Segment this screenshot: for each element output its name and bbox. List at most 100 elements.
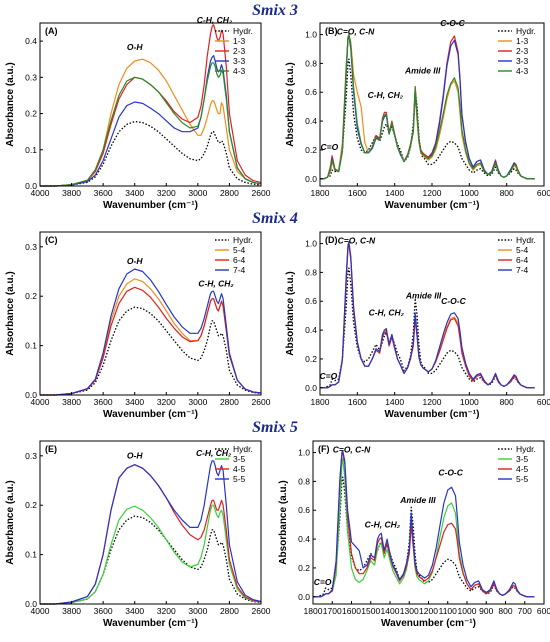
y-tick-label: 0.8 xyxy=(298,476,310,486)
x-tick-label: 3200 xyxy=(157,606,176,616)
x-tick-label: 2800 xyxy=(220,397,239,407)
series-line-hydr-0 xyxy=(40,306,262,396)
x-axis-label: Wavenumber (cm⁻¹) xyxy=(103,200,198,211)
x-tick-label: 4000 xyxy=(31,397,50,407)
series-line-23-2 xyxy=(40,24,262,187)
x-tick-label: 3600 xyxy=(94,397,113,407)
legend-label: 3-5 xyxy=(516,454,529,464)
plot-frame xyxy=(319,22,545,187)
y-tick-label: 0.3 xyxy=(25,72,37,82)
legend-label: 7-4 xyxy=(233,265,246,275)
panel-label: (E) xyxy=(45,444,57,454)
x-tick-label: 1600 xyxy=(348,397,367,407)
y-tick-label: 0.2 xyxy=(298,563,310,573)
panel-d: 1800 1600 1400 1200 1000 800 600 0.0 0.2 0.4 0.6 0.… xyxy=(285,231,550,420)
y-tick-label: 0.1 xyxy=(25,341,37,351)
x-tick-label: 3400 xyxy=(125,188,144,198)
y-tick-label: 0.2 xyxy=(25,109,37,119)
x-tick-label: 3000 xyxy=(188,188,207,198)
peak-annotation: C-O-C xyxy=(438,468,463,478)
series-line-74-3 xyxy=(40,268,262,396)
peak-annotation: Amide III xyxy=(399,495,436,505)
y-tick-label: 0.3 xyxy=(25,451,37,461)
legend-label: 1-3 xyxy=(233,36,246,46)
x-tick-label: 800 xyxy=(498,606,512,616)
x-axis-label: Wavenumber (cm⁻¹) xyxy=(103,409,198,420)
peak-annotation: C-O-C xyxy=(441,296,466,306)
panel-label: (D) xyxy=(325,235,338,245)
legend-label: 5-4 xyxy=(233,245,246,255)
plot-frame xyxy=(39,22,262,187)
y-axis-label: Absorbance (a.u.) xyxy=(5,62,16,146)
group-title-smix4: Smix 4 xyxy=(252,210,298,227)
x-tick-label: 1700 xyxy=(323,606,342,616)
x-tick-label: 1600 xyxy=(348,188,367,198)
y-tick-label: 0.2 xyxy=(25,291,37,301)
series-line-hydr-0 xyxy=(320,267,535,389)
legend-label: Hydr. xyxy=(516,235,536,245)
peak-annotation: C-H, CH₂ xyxy=(196,448,232,458)
legend-label: Hydr. xyxy=(516,26,536,36)
y-tick-label: 0.4 xyxy=(25,36,37,46)
x-tick-label: 1200 xyxy=(419,606,438,616)
x-tick-label: 2800 xyxy=(220,188,239,198)
x-tick-label: 3200 xyxy=(157,188,176,198)
x-tick-label: 1400 xyxy=(385,397,404,407)
series-line-35-1 xyxy=(40,504,262,605)
peak-annotation: C=O xyxy=(314,577,332,587)
x-tick-label: 1200 xyxy=(423,188,442,198)
x-tick-label: 3000 xyxy=(188,397,207,407)
x-axis-label: Wavenumber (cm⁻¹) xyxy=(385,409,480,420)
legend-label: 1-3 xyxy=(516,36,529,46)
x-tick-label: 1200 xyxy=(423,397,442,407)
y-tick-label: 0.2 xyxy=(25,500,37,510)
y-axis-label: Absorbance (a.u.) xyxy=(285,62,296,146)
peak-annotation: O-H xyxy=(127,256,143,266)
series-line-hydr-0 xyxy=(40,515,262,605)
x-tick-label: 3800 xyxy=(62,606,81,616)
x-tick-label: 1100 xyxy=(439,606,458,616)
x-axis-label: Wavenumber (cm⁻¹) xyxy=(103,618,198,629)
series-line-54-1 xyxy=(320,242,535,389)
series-line-43-4 xyxy=(40,62,262,187)
panel-label: (F) xyxy=(318,444,330,454)
y-tick-label: 1.0 xyxy=(305,239,317,249)
y-tick-label: 0.6 xyxy=(298,505,310,515)
peak-annotation: C-H, CH₂ xyxy=(369,308,405,318)
x-tick-label: 600 xyxy=(537,606,550,616)
x-axis-label: Wavenumber (cm⁻¹) xyxy=(385,200,480,211)
legend-label: 4-5 xyxy=(233,464,246,474)
x-tick-label: 1800 xyxy=(311,188,330,198)
panel-label: (B) xyxy=(325,26,338,36)
y-tick-label: 0.1 xyxy=(25,550,37,560)
y-axis-label: Absorbance (a.u.) xyxy=(5,271,16,355)
legend-label: 6-4 xyxy=(233,255,246,265)
y-axis-label: Absorbance (a.u.) xyxy=(5,480,16,564)
x-tick-label: 3800 xyxy=(62,188,81,198)
x-axis-label: Wavenumber (cm⁻¹) xyxy=(381,618,476,629)
plot-frame xyxy=(39,440,262,605)
x-tick-label: 1800 xyxy=(304,606,323,616)
legend-label: Hydr. xyxy=(233,26,253,36)
x-tick-label: 600 xyxy=(537,397,550,407)
peak-annotation: O-H xyxy=(127,450,143,460)
panel-b: 1800 1600 1400 1200 1000 800 600 0.0 0.2 0.4 0.6 0.… xyxy=(285,18,550,211)
legend-label: Hydr. xyxy=(516,444,536,454)
legend-label: 3-3 xyxy=(233,56,246,66)
y-tick-label: 0.0 xyxy=(298,592,310,602)
series-line-13-1 xyxy=(40,58,262,187)
x-tick-label: 1000 xyxy=(460,188,479,198)
legend-label: 2-3 xyxy=(516,46,529,56)
x-tick-label: 1000 xyxy=(458,606,477,616)
peak-annotation: C=O, C-N xyxy=(333,445,371,455)
x-tick-label: 1400 xyxy=(385,188,404,198)
x-tick-label: 1000 xyxy=(460,397,479,407)
x-tick-label: 2600 xyxy=(252,397,271,407)
x-tick-label: 600 xyxy=(537,188,550,198)
series-line-64-2 xyxy=(320,244,535,389)
legend-label: 4-3 xyxy=(233,66,246,76)
y-tick-label: 0.4 xyxy=(305,116,317,126)
series-line-43-4 xyxy=(320,33,535,180)
x-tick-label: 3600 xyxy=(94,606,113,616)
